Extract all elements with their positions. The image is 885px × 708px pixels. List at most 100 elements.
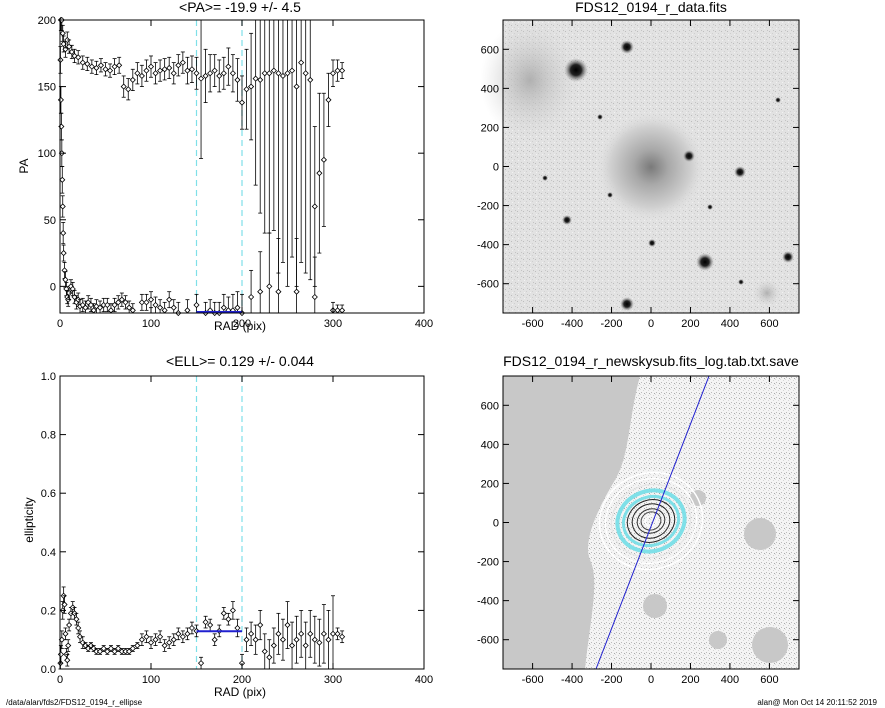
position-angle-line [595, 375, 710, 670]
data-point [115, 645, 122, 652]
data-point [175, 62, 182, 69]
data-point [252, 75, 259, 82]
data-point [152, 70, 159, 77]
y-tick-label: 200 [481, 122, 499, 134]
data-point [115, 299, 122, 306]
data-point [293, 288, 300, 295]
star [775, 97, 781, 103]
x-tick-label: 200 [233, 674, 251, 686]
data-point [311, 636, 318, 643]
x-tick-label: 400 [415, 674, 433, 686]
star [620, 40, 634, 54]
data-point [111, 301, 118, 309]
data-point [302, 642, 309, 649]
x-tick-label: 0 [57, 674, 63, 686]
data-point [93, 303, 100, 310]
data-point [138, 636, 145, 643]
y-tick-label: 0 [493, 162, 499, 174]
y-tick-label: -600 [477, 635, 499, 647]
data-point [339, 67, 346, 74]
x-tick-label: 100 [142, 318, 160, 330]
data-point [188, 66, 196, 73]
ellipticity-data-points [57, 586, 346, 670]
data-point [229, 607, 236, 614]
x-tick-label: 400 [415, 318, 433, 330]
pa-chart: <PA>= -19.9 +/- 4.5 RAD (pix) PA 0 100 200… [17, 0, 433, 333]
data-point [63, 285, 70, 293]
y-tick-label: 400 [481, 439, 499, 451]
data-point [288, 67, 296, 74]
data-point [87, 642, 95, 649]
data-point [60, 250, 67, 257]
data-image-y-ticks: -600 -400 -200 0 200 400 600 [477, 44, 799, 291]
star [620, 297, 634, 311]
y-tick-label: -600 [477, 279, 499, 291]
data-point [60, 230, 67, 237]
data-point [229, 70, 236, 77]
x-tick-label: 600 [760, 674, 778, 686]
data-point [134, 642, 141, 649]
data-point [161, 66, 168, 73]
data-point [184, 630, 191, 637]
data-point [316, 639, 323, 646]
data-point [166, 639, 173, 646]
data-image-title: FDS12_0194_r_data.fits [575, 0, 727, 15]
data-point [261, 648, 268, 655]
x-tick-label: 200 [233, 318, 251, 330]
data-point [225, 616, 232, 623]
data-image-panel: FDS12_0194_r_data.fits -600 -400 -200 0 200 4… [477, 0, 800, 330]
masked-region [643, 594, 667, 618]
data-point [97, 62, 105, 69]
data-point [298, 59, 305, 66]
y-tick-label: 400 [481, 83, 499, 95]
data-point [293, 83, 300, 90]
data-point [102, 66, 109, 73]
data-point [61, 601, 68, 608]
data-point [82, 642, 89, 649]
pa-x-axis-label: RAD (pix) [214, 319, 266, 333]
data-point [76, 633, 84, 640]
star [782, 251, 794, 263]
data-point [325, 636, 332, 643]
isophote-image-x-ticks: -600 -400 -200 0 200 400 600 [522, 376, 779, 686]
x-tick-label: -600 [522, 674, 544, 686]
x-tick-label: 200 [681, 674, 699, 686]
data-point [197, 660, 205, 667]
data-point [170, 70, 177, 77]
data-point [96, 304, 104, 311]
data-point [220, 610, 227, 617]
data-point [157, 67, 164, 74]
star [607, 192, 613, 198]
y-tick-label: -400 [477, 596, 499, 608]
y-tick-label: -400 [477, 240, 499, 252]
data-point [279, 72, 287, 80]
pa-window-markers [195, 20, 243, 313]
ellipticity-x-ticks: 0 100 200 300 400 [57, 376, 433, 686]
isophote-image-y-ticks: -600 -400 -200 0 200 400 600 [477, 400, 799, 647]
data-point [143, 633, 150, 640]
data-point [87, 301, 95, 309]
y-tick-label: 0.6 [41, 488, 56, 500]
star [562, 215, 572, 225]
data-point [57, 96, 64, 103]
data-point [270, 67, 277, 74]
data-point [234, 304, 241, 311]
galaxy-halo [480, 20, 580, 140]
x-tick-label: 400 [721, 674, 739, 686]
data-point [329, 630, 337, 637]
data-image-x-ticks: -600 -400 -200 0 200 400 600 [522, 20, 779, 330]
isophote-image-valid-region [585, 376, 799, 669]
masked-region [752, 627, 788, 663]
data-point [320, 156, 327, 163]
data-point [59, 176, 66, 183]
data-point [104, 648, 111, 655]
x-tick-label: 0 [57, 318, 63, 330]
data-point [129, 645, 136, 652]
data-point [266, 654, 273, 661]
data-point [143, 299, 150, 306]
data-point [302, 70, 309, 77]
data-point [184, 307, 191, 314]
x-tick-label: 0 [648, 674, 654, 686]
pa-y-ticks: 0 50 100 150 200 [38, 15, 424, 293]
